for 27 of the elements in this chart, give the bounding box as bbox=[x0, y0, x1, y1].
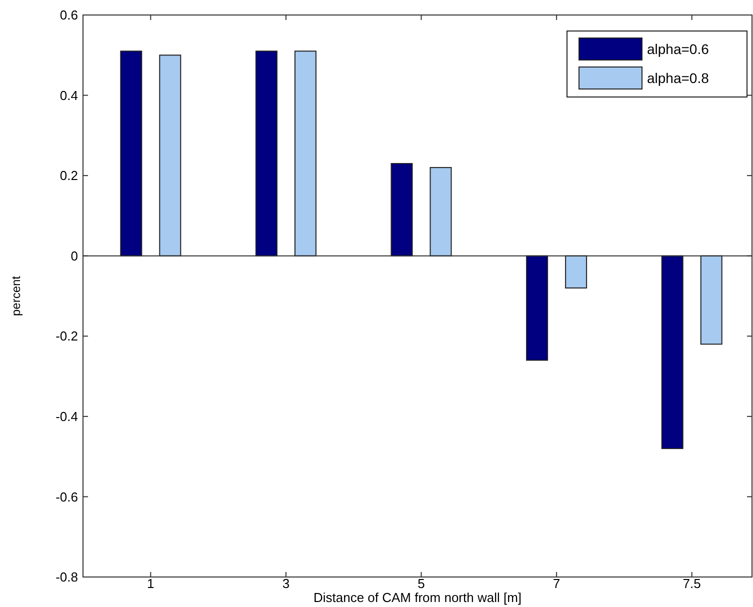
legend-label: alpha=0.8 bbox=[647, 70, 710, 86]
y-axis-title: percent bbox=[9, 275, 23, 316]
x-tick-label: 7.5 bbox=[682, 576, 701, 591]
x-tick-label: 1 bbox=[147, 576, 154, 591]
bar bbox=[430, 167, 452, 256]
y-tick-label: -0.2 bbox=[56, 328, 78, 344]
bar bbox=[700, 255, 722, 345]
y-tick-label: -0.4 bbox=[56, 408, 78, 424]
x-tick-label: 7 bbox=[552, 576, 560, 591]
y-tick-label: 0.6 bbox=[60, 8, 78, 23]
bar bbox=[255, 50, 278, 256]
bar bbox=[120, 50, 142, 256]
x-tick-label: 5 bbox=[418, 576, 425, 591]
y-tick-label: 0 bbox=[70, 248, 78, 264]
bar bbox=[294, 50, 316, 256]
bar bbox=[159, 54, 182, 256]
y-tick-label: -0.8 bbox=[56, 570, 78, 585]
x-tick-label: 3 bbox=[282, 576, 290, 591]
y-tick-label: 0.4 bbox=[60, 88, 78, 103]
bar bbox=[661, 255, 684, 450]
y-tick-label: 0.2 bbox=[60, 168, 78, 184]
bar bbox=[526, 255, 548, 361]
bar bbox=[565, 255, 588, 288]
bar bbox=[390, 163, 413, 256]
x-axis-title: Distance of CAM from north wall [m] bbox=[313, 590, 522, 605]
y-tick-label: -0.6 bbox=[56, 489, 78, 504]
legend-label: alpha=0.6 bbox=[647, 40, 710, 57]
